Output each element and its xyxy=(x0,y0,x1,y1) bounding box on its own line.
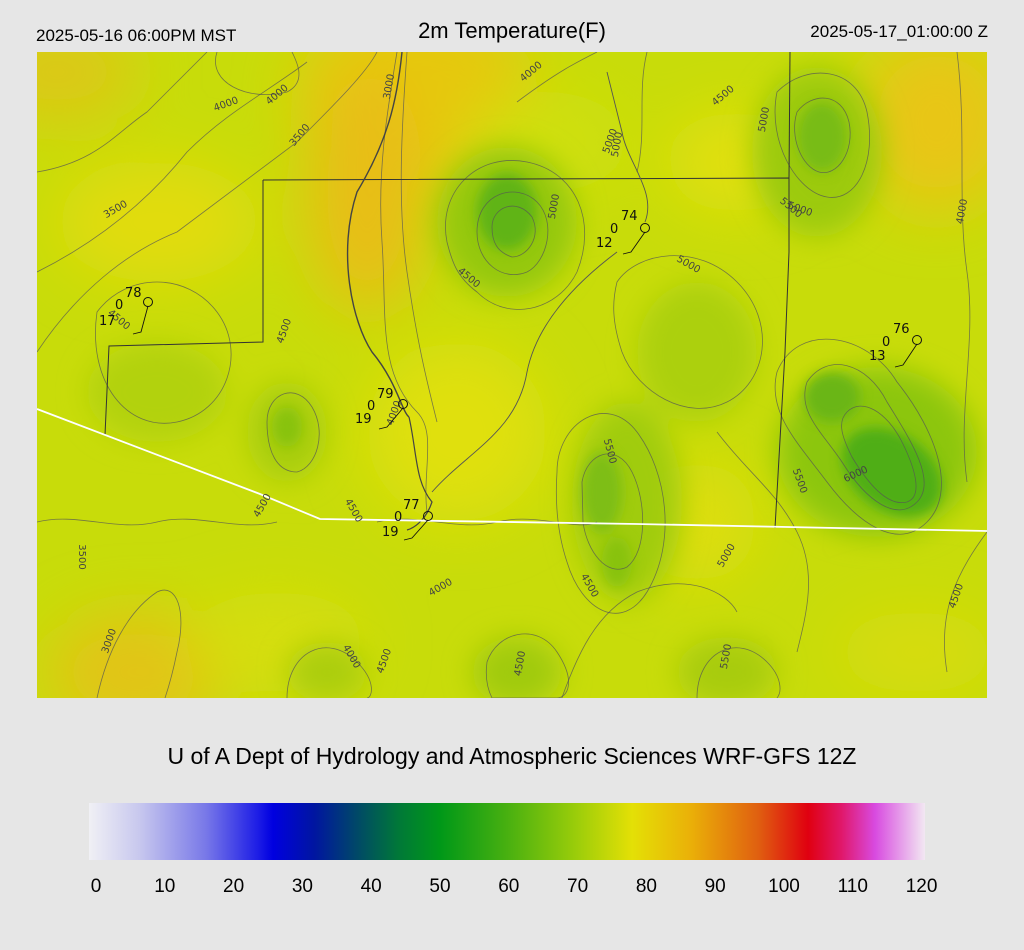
colorbar-tick-label: 100 xyxy=(768,876,800,897)
station-dewpoint: 13 xyxy=(869,349,886,364)
contour-elevation-label: 4000 xyxy=(955,198,970,225)
contour-elevation-label: 3000 xyxy=(382,73,397,100)
station-dewpoint: 17 xyxy=(99,314,116,329)
contour-elevation-label: 5500 xyxy=(719,643,734,670)
terrain-contours xyxy=(37,52,987,698)
colorbar-tick-label: 120 xyxy=(905,876,938,897)
contour-elevation-label: 5000 xyxy=(547,193,562,220)
station-wind-speed: 0 xyxy=(882,335,890,350)
county-boundaries xyxy=(104,52,791,531)
colorbar-tick-label: 50 xyxy=(429,876,451,897)
temperature-colorbar xyxy=(89,803,925,860)
colorbar-tick-label: 60 xyxy=(498,876,520,897)
station-wind-speed: 0 xyxy=(394,510,402,525)
station-wind-speed: 0 xyxy=(367,399,375,414)
colorbar-tick-label: 110 xyxy=(837,876,868,897)
station-temperature: 79 xyxy=(377,387,394,402)
contour-elevation-label: 4500 xyxy=(513,650,528,677)
colorbar-tick-label: 40 xyxy=(360,876,382,897)
station-temperature: 74 xyxy=(621,209,638,224)
contour-elevation-label: 5000 xyxy=(757,106,772,133)
temperature-field xyxy=(37,52,987,698)
station-temperature: 77 xyxy=(403,498,420,513)
map-title: 2m Temperature(F) xyxy=(418,18,606,43)
station-wind-speed: 0 xyxy=(115,298,123,313)
wind-barb xyxy=(132,305,149,335)
state-border-line xyxy=(37,408,987,532)
wind-barb xyxy=(378,407,404,430)
colorbar-tick-label: 30 xyxy=(291,876,313,897)
contour-elevation-label: 5000 xyxy=(610,131,625,158)
station-dewpoint: 19 xyxy=(382,525,399,540)
colorbar-tick-label: 70 xyxy=(567,876,589,897)
wind-barb xyxy=(622,231,646,255)
colorbar-tick-label: 0 xyxy=(90,876,102,897)
station-wind-speed: 0 xyxy=(610,222,618,237)
model-credit: U of A Dept of Hydrology and Atmospheric… xyxy=(167,743,857,769)
colorbar-tick-label: 80 xyxy=(635,876,657,897)
colorbar-tick-label: 10 xyxy=(154,876,176,897)
contour-elevation-label: 3500 xyxy=(76,544,87,569)
wind-barb xyxy=(403,519,429,541)
valid-local-time: 2025-05-16 06:00PM MST xyxy=(36,26,237,45)
station-temperature: 76 xyxy=(893,322,910,337)
wind-barb xyxy=(894,343,918,368)
colorbar-tick-label: 20 xyxy=(223,876,245,897)
station-temperature: 78 xyxy=(125,286,142,301)
temperature-map: 4000 4000 3000 4000 4500 5000 3500 3500 5000 5000… xyxy=(37,52,987,698)
station-dewpoint: 12 xyxy=(596,236,613,251)
station-dewpoint: 19 xyxy=(355,412,372,427)
colorbar-tick-label: 90 xyxy=(704,876,726,897)
valid-utc-time: 2025-05-17_01:00:00 Z xyxy=(810,22,988,41)
header: 2025-05-16 06:00PM MST 2m Temperature(F)… xyxy=(0,0,1024,52)
